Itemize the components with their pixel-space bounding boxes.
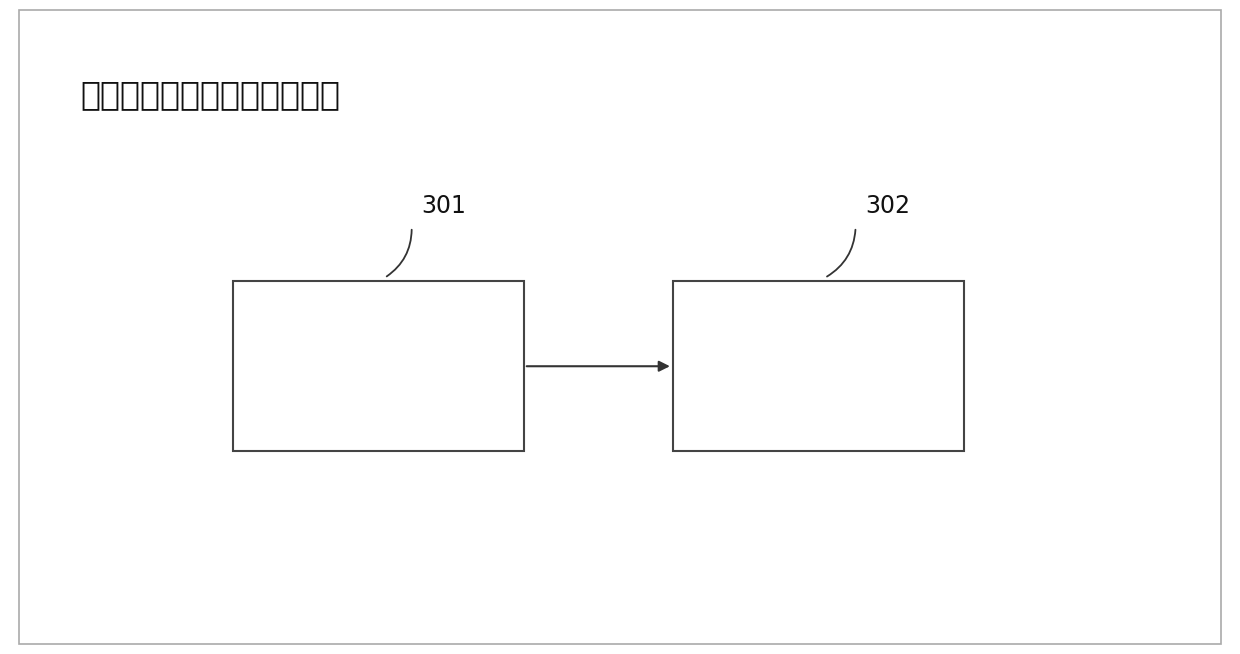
Text: 确定模块: 确定模块 — [342, 352, 414, 381]
Bar — [233, 281, 523, 451]
Text: 光模块故障诊断和预警的装置: 光模块故障诊断和预警的装置 — [81, 78, 341, 111]
Text: 处理模块: 处理模块 — [782, 352, 854, 381]
Text: 302: 302 — [866, 194, 910, 218]
Text: 301: 301 — [422, 194, 466, 218]
Bar — [672, 281, 965, 451]
FancyArrowPatch shape — [387, 230, 412, 277]
FancyArrowPatch shape — [827, 230, 856, 277]
